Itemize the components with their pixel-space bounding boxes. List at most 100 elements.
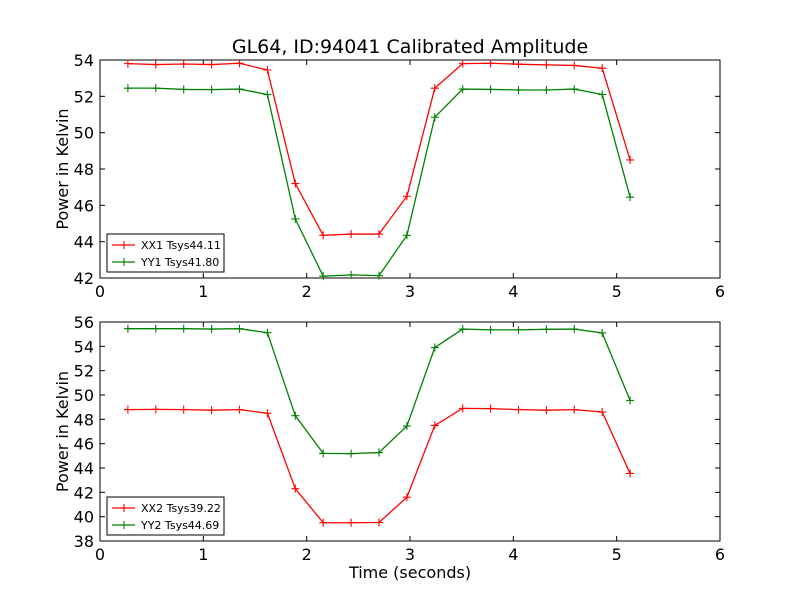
- data-point: [319, 449, 328, 458]
- data-point: [235, 405, 244, 414]
- series-2: [123, 324, 635, 458]
- data-point: [291, 214, 300, 223]
- data-point: [179, 405, 188, 414]
- data-point: [151, 405, 160, 414]
- legend-box: [106, 496, 225, 536]
- data-point: [598, 64, 607, 73]
- data-point: [207, 406, 216, 415]
- data-point: [375, 518, 383, 527]
- x-tick-label: 2: [302, 545, 312, 564]
- data-point: [235, 85, 244, 94]
- x-tick-label: 1: [198, 282, 208, 301]
- data-point: [626, 193, 635, 202]
- y-tick-label: 38: [74, 532, 94, 551]
- data-point: [402, 422, 411, 431]
- y-tick-label: 54: [74, 337, 94, 356]
- y-tick-label: 42: [74, 269, 94, 288]
- data-point: [291, 179, 300, 188]
- series-1: [123, 404, 635, 527]
- data-point: [570, 325, 579, 334]
- y-tick-label: 42: [74, 483, 94, 502]
- data-point: [151, 60, 160, 69]
- series-line: [127, 328, 631, 455]
- data-point: [626, 155, 635, 164]
- data-point: [570, 405, 579, 414]
- data-point: [151, 324, 160, 333]
- data-point: [626, 469, 635, 478]
- data-point: [291, 411, 300, 420]
- x-tick-label: 1: [198, 545, 208, 564]
- data-point: [375, 230, 383, 239]
- data-point: [598, 328, 607, 337]
- y-tick-label: 44: [74, 459, 94, 478]
- y-tick-label: 46: [74, 435, 94, 454]
- legend-entry-label: YY2 Tsys44.69: [140, 519, 219, 532]
- data-point: [319, 518, 328, 527]
- data-point: [486, 59, 495, 68]
- data-point: [486, 404, 495, 413]
- data-point: [207, 325, 216, 334]
- x-tick-label: 0: [95, 545, 105, 564]
- legend-swatch-marker: [120, 504, 128, 512]
- data-point: [514, 85, 523, 94]
- series-1: [123, 59, 635, 240]
- data-point: [486, 85, 495, 94]
- x-tick-label: 0: [95, 282, 105, 301]
- legend-swatch-marker: [120, 258, 128, 266]
- data-point: [263, 65, 272, 74]
- data-point: [598, 90, 607, 99]
- data-point: [263, 409, 272, 418]
- legend: XX1 Tsys44.11 YY1 Tsys41.80: [106, 233, 225, 273]
- data-point: [319, 272, 328, 281]
- data-point: [514, 405, 523, 414]
- data-point: [291, 484, 300, 493]
- y-tick-label: 52: [74, 87, 94, 106]
- data-point: [542, 406, 551, 415]
- y-tick-label: 52: [74, 362, 94, 381]
- y-tick-label: 56: [74, 313, 94, 332]
- data-point: [598, 408, 607, 417]
- x-tick-label: 6: [715, 545, 725, 564]
- data-point: [179, 85, 188, 94]
- x-tick-label: 5: [612, 282, 622, 301]
- data-point: [319, 231, 328, 240]
- x-tick-label: 2: [302, 282, 312, 301]
- data-point: [430, 113, 439, 122]
- data-point: [123, 59, 132, 68]
- y-axis-label: Power in Kelvin: [53, 108, 72, 229]
- data-point: [263, 328, 272, 337]
- data-point: [402, 192, 411, 201]
- legend-swatch-marker: [120, 521, 128, 529]
- data-point: [123, 84, 132, 93]
- y-tick-label: 46: [74, 196, 94, 215]
- data-point: [263, 90, 272, 99]
- data-point: [458, 325, 467, 334]
- data-point: [430, 421, 439, 430]
- y-tick-label: 48: [74, 410, 94, 429]
- data-point: [347, 518, 356, 527]
- data-point: [151, 84, 160, 93]
- x-tick-label: 5: [612, 545, 622, 564]
- data-point: [458, 85, 467, 94]
- figure-title: GL64, ID:94041 Calibrated Amplitude: [232, 36, 588, 58]
- data-point: [486, 325, 495, 334]
- y-tick-label: 50: [74, 386, 94, 405]
- data-point: [402, 493, 411, 502]
- data-point: [402, 231, 411, 240]
- data-point: [123, 405, 132, 414]
- data-point: [542, 85, 551, 94]
- x-axis-label: Time (seconds): [348, 563, 471, 582]
- data-point: [514, 325, 523, 334]
- data-point: [179, 324, 188, 333]
- legend-entry-label: XX1 Tsys44.11: [141, 239, 221, 252]
- data-point: [542, 60, 551, 69]
- legend-box: [106, 233, 225, 273]
- data-point: [123, 324, 132, 333]
- legend-entry-label: YY1 Tsys41.80: [140, 256, 219, 269]
- data-point: [626, 396, 635, 405]
- y-tick-label: 54: [74, 51, 94, 70]
- x-tick-label: 4: [508, 282, 518, 301]
